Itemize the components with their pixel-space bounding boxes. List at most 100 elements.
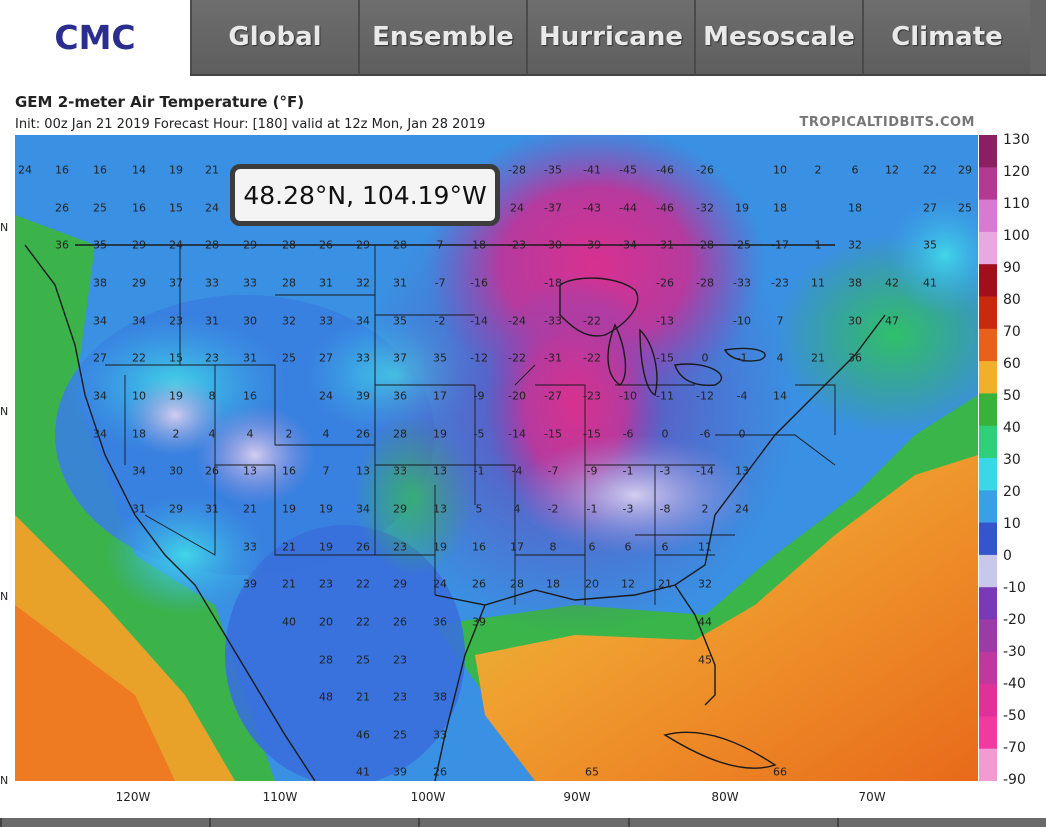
tab-global[interactable]: Global: [190, 0, 358, 74]
temperature-value: 6: [624, 540, 632, 554]
temperature-value: 1: [814, 238, 822, 252]
tab-climate[interactable]: Climate: [862, 0, 1030, 74]
temperature-value: 32: [356, 276, 370, 290]
colorbar-segment: [979, 393, 997, 427]
temperature-value: 24: [205, 201, 219, 215]
model-tabs: Global Ensemble Hurricane Mesoscale Clim…: [190, 0, 1046, 76]
temperature-value: -39: [583, 238, 601, 252]
colorbar-label: 130: [1003, 132, 1030, 148]
temperature-value: -2: [547, 502, 559, 516]
temperature-value: 2: [285, 427, 293, 441]
temperature-value: 34: [132, 464, 146, 478]
temperature-value: -16: [470, 276, 488, 290]
temperature-value: -1: [736, 351, 748, 365]
temperature-value: 21: [811, 351, 825, 365]
top-navigation: CMC Global Ensemble Hurricane Mesoscale …: [0, 0, 1046, 76]
temperature-value: 26: [356, 540, 370, 554]
temperature-value: 32: [848, 238, 862, 252]
temperature-value: 31: [205, 314, 219, 328]
temperature-value: 4: [513, 502, 521, 516]
temperature-value: 36: [433, 615, 447, 629]
longitude-label: 100W: [410, 790, 446, 804]
temperature-value: 16: [282, 464, 296, 478]
coordinate-tooltip: 48.28°N, 104.19°W: [230, 164, 500, 226]
colorbar-label: 100: [1003, 228, 1030, 244]
temperature-value: 27: [319, 351, 333, 365]
temperature-value: 6: [661, 540, 669, 554]
temperature-value: 31: [393, 276, 407, 290]
colorbar-label: -40: [1003, 676, 1026, 692]
temperature-value: 18: [132, 427, 146, 441]
temperature-value: -15: [656, 351, 674, 365]
temperature-value: -35: [544, 163, 562, 177]
temperature-value: -26: [696, 163, 714, 177]
temperature-value: 39: [243, 577, 257, 591]
temperature-value: 41: [923, 276, 937, 290]
temperature-value: 35: [93, 238, 107, 252]
temperature-value: 19: [433, 427, 447, 441]
temperature-value: 33: [243, 276, 257, 290]
temperature-value: 19: [319, 502, 333, 516]
temperature-value: 28: [319, 653, 333, 667]
temperature-value: -6: [622, 427, 634, 441]
temperature-value: -20: [508, 389, 526, 403]
temperature-value: 28: [393, 427, 407, 441]
temperature-value: -6: [699, 427, 711, 441]
colorbar-label: 10: [1003, 516, 1021, 532]
temperature-value: -43: [583, 201, 601, 215]
colorbar: [979, 135, 997, 781]
temperature-value: 18: [773, 201, 787, 215]
temperature-value: 37: [169, 276, 183, 290]
temperature-value: 22: [132, 351, 146, 365]
temperature-value: 2: [814, 163, 822, 177]
longitude-label: 90W: [563, 790, 591, 804]
temperature-value: 0: [661, 427, 669, 441]
map-title: GEM 2-meter Air Temperature (°F): [15, 93, 305, 111]
temperature-value: -14: [696, 464, 714, 478]
temperature-value: 34: [93, 389, 107, 403]
colorbar-label: 90: [1003, 260, 1021, 276]
temperature-value: 19: [319, 540, 333, 554]
temperature-value: 31: [243, 351, 257, 365]
temperature-value: 32: [282, 314, 296, 328]
bottom-navigation: [0, 818, 1046, 827]
temperature-value: -23: [771, 276, 789, 290]
colorbar-label: 120: [1003, 164, 1030, 180]
temperature-value: 26: [472, 577, 486, 591]
temperature-map[interactable]: [15, 135, 978, 781]
temperature-value: 25: [958, 201, 972, 215]
temperature-value: 23: [393, 690, 407, 704]
tab-ensemble[interactable]: Ensemble: [358, 0, 526, 74]
temperature-value: 33: [356, 351, 370, 365]
temperature-value: -32: [696, 201, 714, 215]
temperature-value: 13: [243, 464, 257, 478]
temperature-value: -2: [434, 314, 446, 328]
temperature-value: -13: [656, 314, 674, 328]
temperature-value: 29: [243, 238, 257, 252]
temperature-value: -37: [544, 201, 562, 215]
temperature-value: -41: [583, 163, 601, 177]
temperature-value: 26: [55, 201, 69, 215]
temperature-value: 45: [698, 653, 712, 667]
colorbar-label: -20: [1003, 612, 1026, 628]
temperature-value: 33: [433, 728, 447, 742]
temperature-value: 7: [776, 314, 784, 328]
colorbar-segment: [979, 167, 997, 201]
longitude-label: 80W: [711, 790, 739, 804]
temperature-value: 32: [698, 577, 712, 591]
temperature-value: 37: [393, 351, 407, 365]
colorbar-label: -50: [1003, 708, 1026, 724]
tab-mesoscale[interactable]: Mesoscale: [694, 0, 862, 74]
brand-logo[interactable]: CMC: [0, 0, 190, 74]
temperature-value: 24: [510, 201, 524, 215]
temperature-value: 8: [549, 540, 557, 554]
temperature-value: -17: [771, 238, 789, 252]
temperature-value: 4: [776, 351, 784, 365]
temperature-value: 14: [773, 389, 787, 403]
temperature-value: 24: [433, 577, 447, 591]
tab-hurricane[interactable]: Hurricane: [526, 0, 694, 74]
temperature-value: 19: [433, 540, 447, 554]
longitude-label: 110W: [262, 790, 298, 804]
temperature-value: -7: [434, 276, 446, 290]
temperature-value: -15: [544, 427, 562, 441]
